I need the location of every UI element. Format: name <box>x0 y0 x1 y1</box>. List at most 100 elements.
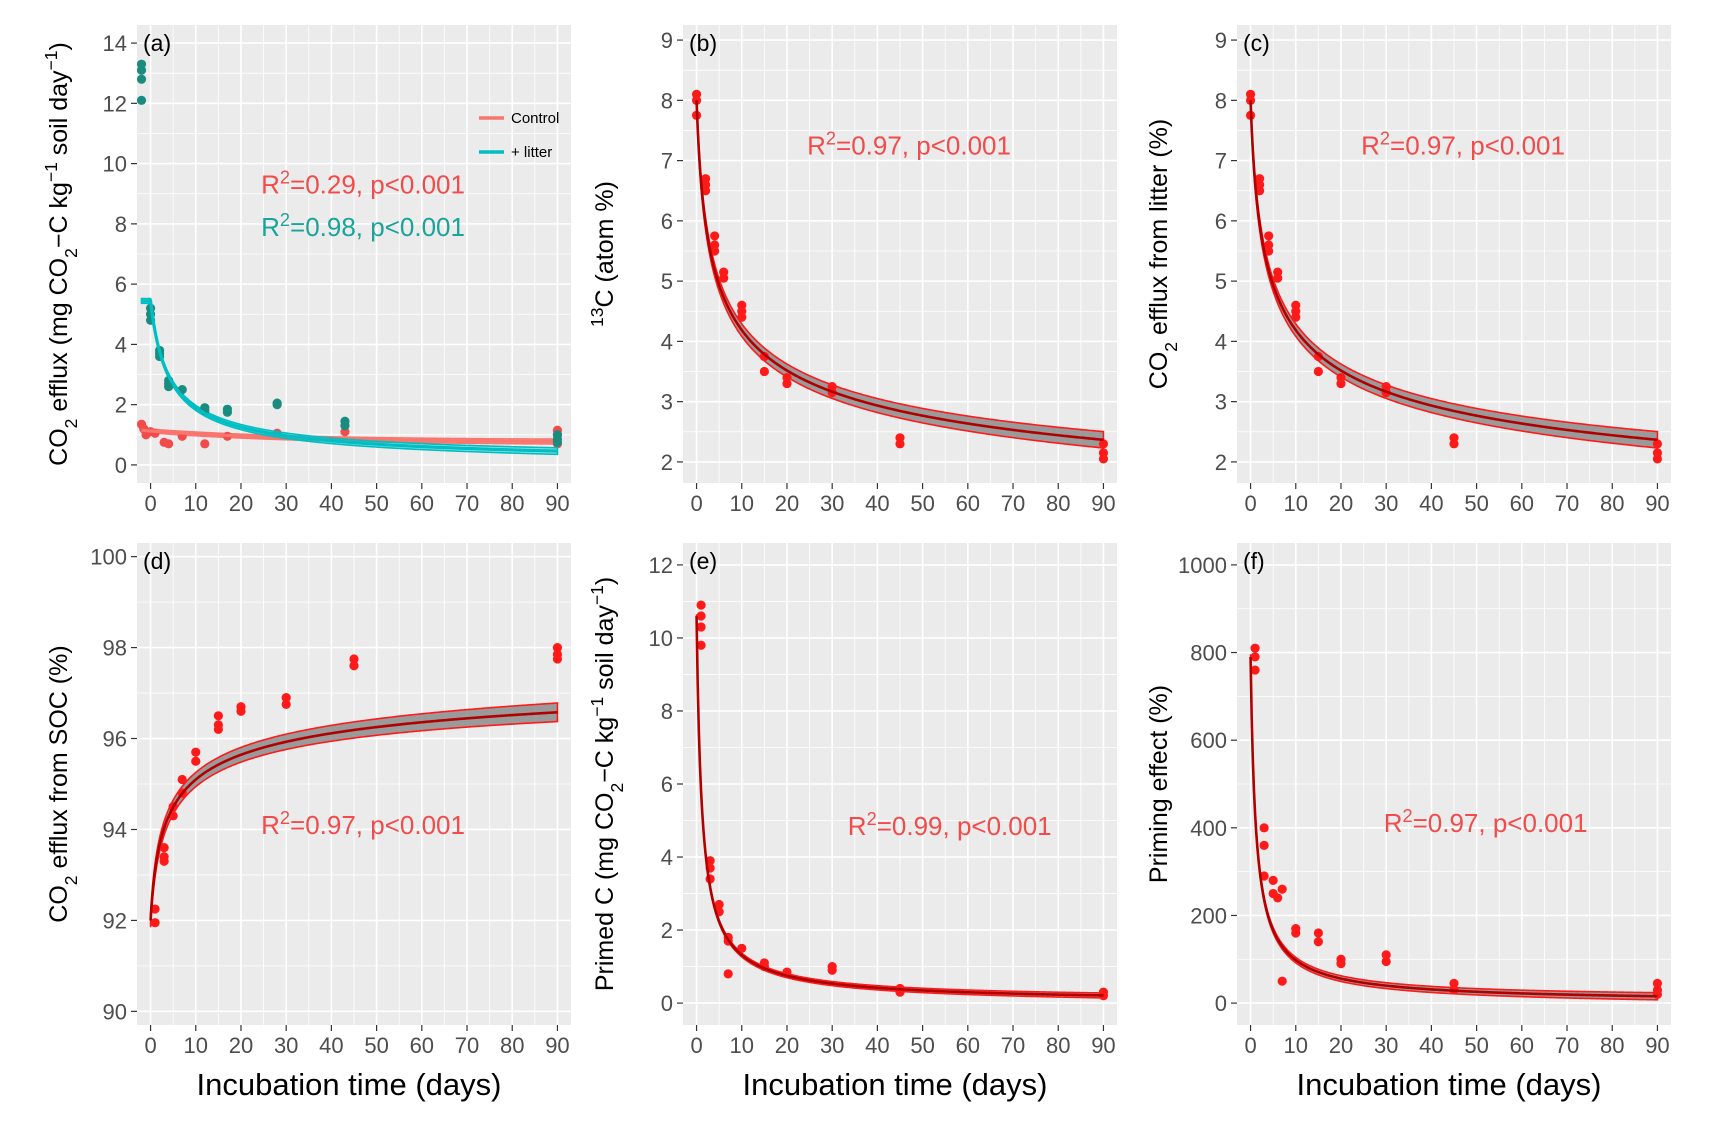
data-point <box>236 706 246 716</box>
panel-label: (a) <box>143 30 171 56</box>
annotation: R2=0.99, p<0.001 <box>848 809 1052 841</box>
data-point <box>782 378 792 389</box>
y-tick-label: 4 <box>1215 329 1227 354</box>
data-point <box>1273 893 1283 903</box>
y-tick-label: 10 <box>103 152 127 177</box>
y-axis-title: CO2 efflux from SOC (%) <box>45 645 81 922</box>
y-tick-label: 6 <box>115 272 127 297</box>
y-tick-label: 14 <box>103 31 127 56</box>
data-point <box>150 918 160 928</box>
y-axis-title: Priming effect (%) <box>1145 685 1173 883</box>
y-tick-label: 0 <box>661 991 673 1016</box>
panel-b: 0 10 20 30 40 50 60 70 80 90 2 3 4 5 6 7 8 9 (b) R2=0.97, p… <box>587 25 1117 516</box>
y-tick-label: 8 <box>1215 88 1227 113</box>
x-tick-label: 50 <box>1464 1033 1488 1058</box>
data-point <box>200 439 210 449</box>
x-tick-label: 10 <box>184 1033 208 1058</box>
y-tick-label: 9 <box>1215 28 1227 53</box>
legend-label: Control <box>511 110 559 127</box>
y-tick-label: 4 <box>661 329 673 354</box>
y-tick-label: 5 <box>661 269 673 294</box>
x-tick-label: 80 <box>1600 491 1624 516</box>
data-point <box>1250 652 1260 662</box>
panel-label: (e) <box>689 548 717 574</box>
y-tick-label: 400 <box>1190 816 1227 841</box>
y-tick-label: 2 <box>115 393 127 418</box>
x-tick-label: 30 <box>274 491 298 516</box>
data-point <box>191 756 201 766</box>
legend-label: + litter <box>511 144 552 161</box>
data-point <box>552 654 563 664</box>
y-tick-label: 0 <box>115 453 127 478</box>
x-tick-label: 10 <box>730 491 754 516</box>
x-tick-label: 30 <box>1374 1033 1398 1058</box>
panel-a: 0 10 20 30 40 50 60 70 80 90 0 2 4 6 8 10 12 14 (a) R2=0.29… <box>41 25 571 516</box>
y-tick-label: 6 <box>661 772 673 797</box>
x-tick-label: 80 <box>500 491 524 516</box>
x-tick-label: 60 <box>956 1033 980 1058</box>
data-point <box>1381 956 1391 967</box>
data-point <box>137 74 147 84</box>
y-tick-label: 12 <box>103 91 127 116</box>
data-point <box>719 273 729 283</box>
fit-line <box>1249 656 1658 998</box>
data-point <box>552 642 563 653</box>
panel-label: (c) <box>1243 30 1270 56</box>
x-tick-label: 40 <box>865 1033 889 1058</box>
data-point <box>1259 823 1269 833</box>
data-point <box>714 899 724 910</box>
data-point <box>1313 928 1323 938</box>
x-tick-label: 60 <box>410 491 434 516</box>
x-tick-label: 90 <box>545 491 569 516</box>
data-point <box>696 600 706 610</box>
data-point <box>1313 937 1323 947</box>
data-point <box>1336 378 1346 389</box>
data-point <box>137 65 147 75</box>
x-tick-label: 30 <box>1374 491 1398 516</box>
x-tick-label: 70 <box>1555 1033 1579 1058</box>
data-point <box>827 965 837 975</box>
x-tick-label: 70 <box>455 1033 479 1058</box>
y-tick-label: 10 <box>649 626 673 651</box>
data-point <box>737 943 747 953</box>
x-tick-label: 50 <box>910 491 934 516</box>
data-point <box>159 843 169 853</box>
x-tick-label: 40 <box>1419 491 1443 516</box>
data-point <box>137 95 147 105</box>
y-tick-label: 9 <box>661 28 673 53</box>
y-tick-label: 2 <box>661 450 673 475</box>
y-tick-label: 98 <box>103 636 127 661</box>
data-point <box>1264 231 1274 241</box>
y-axis-title: CO2 efflux (mg CO2−C kg−1 soil day−1) <box>41 42 81 466</box>
panel-c: 0 10 20 30 40 50 60 70 80 90 2 3 4 5 6 7 8 9 (c) R2=0.97, p… <box>1145 25 1671 516</box>
x-tick-label: 60 <box>956 491 980 516</box>
x-tick-label: 50 <box>364 491 388 516</box>
data-point <box>177 774 187 785</box>
y-tick-label: 1000 <box>1178 553 1227 578</box>
x-tick-label: 60 <box>1510 1033 1534 1058</box>
x-tick-label: 20 <box>229 491 253 516</box>
x-tick-label: 40 <box>865 491 889 516</box>
x-tick-label: 90 <box>545 1033 569 1058</box>
fit-line <box>1249 100 1658 442</box>
data-point <box>696 640 706 650</box>
x-tick-label: 0 <box>1244 1033 1256 1058</box>
data-point <box>1259 840 1269 850</box>
data-point <box>1449 439 1459 449</box>
data-point <box>349 654 359 664</box>
data-point <box>895 439 905 449</box>
plot-area <box>1249 643 1663 1001</box>
data-point <box>1264 246 1274 256</box>
x-axis-title: Incubation time (days) <box>743 1067 1048 1102</box>
x-tick-label: 30 <box>820 1033 844 1058</box>
data-point <box>1291 928 1301 938</box>
data-point <box>1652 439 1663 449</box>
x-tick-label: 30 <box>820 491 844 516</box>
data-point <box>272 400 282 410</box>
plot-area <box>691 89 1109 464</box>
y-tick-label: 6 <box>661 209 673 234</box>
fit-line <box>695 616 1104 997</box>
data-point <box>1098 991 1109 1001</box>
confidence-band <box>1249 654 1659 1001</box>
x-tick-label: 70 <box>1001 491 1025 516</box>
